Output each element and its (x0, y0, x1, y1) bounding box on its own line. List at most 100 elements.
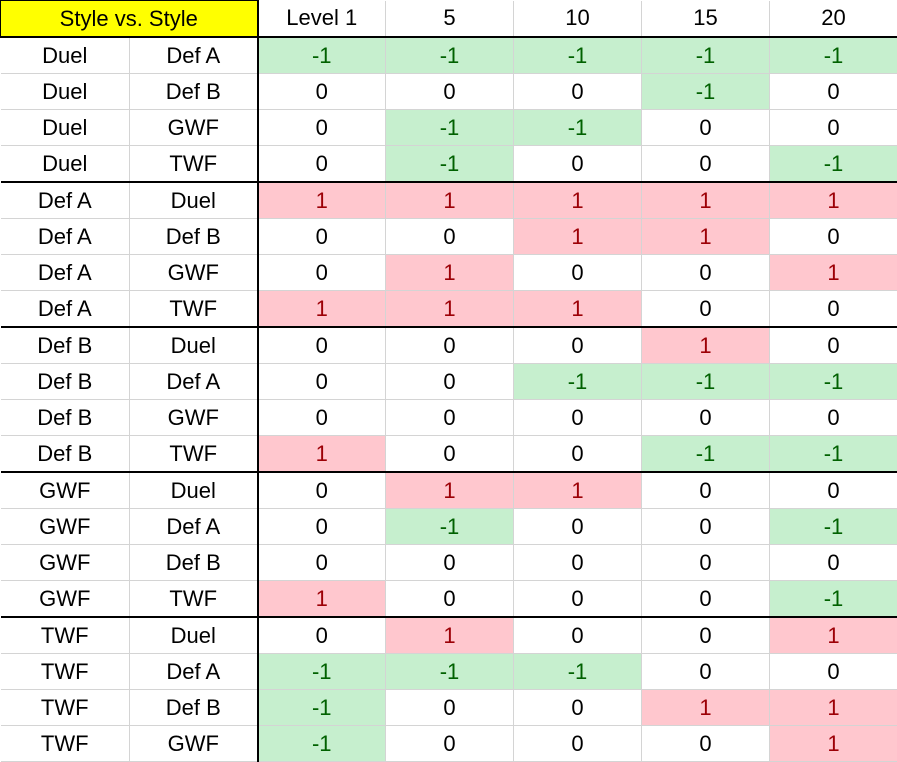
result-cell[interactable]: 0 (514, 617, 642, 654)
opponent-style-cell[interactable]: Def B (130, 545, 258, 581)
opponent-style-cell[interactable]: TWF (130, 436, 258, 473)
result-cell[interactable]: 0 (386, 327, 514, 364)
result-cell[interactable]: 0 (386, 436, 514, 473)
result-cell[interactable]: -1 (642, 74, 770, 110)
result-cell[interactable]: 1 (514, 219, 642, 255)
result-cell[interactable]: 1 (258, 182, 386, 219)
level-header-10[interactable]: 10 (514, 1, 642, 38)
result-cell[interactable]: 1 (770, 255, 897, 291)
result-cell[interactable]: 0 (514, 255, 642, 291)
result-cell[interactable]: 1 (642, 690, 770, 726)
result-cell[interactable]: 1 (258, 436, 386, 473)
attacker-style-cell[interactable]: Def B (1, 400, 130, 436)
attacker-style-cell[interactable]: Def A (1, 255, 130, 291)
opponent-style-cell[interactable]: Def B (130, 74, 258, 110)
attacker-style-cell[interactable]: Def B (1, 436, 130, 473)
result-cell[interactable]: -1 (258, 37, 386, 74)
result-cell[interactable]: -1 (642, 364, 770, 400)
result-cell[interactable]: -1 (386, 509, 514, 545)
result-cell[interactable]: 0 (258, 146, 386, 183)
result-cell[interactable]: 0 (258, 255, 386, 291)
attacker-style-cell[interactable]: GWF (1, 509, 130, 545)
result-cell[interactable]: 0 (642, 291, 770, 328)
result-cell[interactable]: -1 (514, 654, 642, 690)
opponent-style-cell[interactable]: GWF (130, 255, 258, 291)
attacker-style-cell[interactable]: Duel (1, 110, 130, 146)
opponent-style-cell[interactable]: Def A (130, 364, 258, 400)
result-cell[interactable]: 0 (642, 472, 770, 509)
opponent-style-cell[interactable]: GWF (130, 110, 258, 146)
result-cell[interactable]: 0 (770, 219, 897, 255)
result-cell[interactable]: 0 (514, 74, 642, 110)
result-cell[interactable]: 0 (514, 400, 642, 436)
opponent-style-cell[interactable]: Duel (130, 617, 258, 654)
result-cell[interactable]: 0 (514, 690, 642, 726)
opponent-style-cell[interactable]: Def B (130, 690, 258, 726)
result-cell[interactable]: 0 (642, 545, 770, 581)
result-cell[interactable]: -1 (258, 690, 386, 726)
result-cell[interactable]: -1 (514, 110, 642, 146)
result-cell[interactable]: 0 (770, 654, 897, 690)
result-cell[interactable]: -1 (770, 37, 897, 74)
result-cell[interactable]: 1 (514, 182, 642, 219)
result-cell[interactable]: -1 (514, 37, 642, 74)
result-cell[interactable]: 0 (386, 364, 514, 400)
result-cell[interactable]: 0 (770, 400, 897, 436)
result-cell[interactable]: -1 (770, 581, 897, 618)
opponent-style-cell[interactable]: TWF (130, 581, 258, 618)
attacker-style-cell[interactable]: Def A (1, 219, 130, 255)
result-cell[interactable]: -1 (770, 364, 897, 400)
result-cell[interactable]: 0 (258, 400, 386, 436)
result-cell[interactable]: -1 (770, 146, 897, 183)
result-cell[interactable]: 1 (258, 581, 386, 618)
result-cell[interactable]: 1 (770, 617, 897, 654)
result-cell[interactable]: 0 (386, 581, 514, 618)
result-cell[interactable]: 0 (514, 509, 642, 545)
result-cell[interactable]: -1 (770, 436, 897, 473)
result-cell[interactable]: 0 (642, 654, 770, 690)
result-cell[interactable]: -1 (642, 37, 770, 74)
result-cell[interactable]: 0 (770, 472, 897, 509)
level-header-1[interactable]: Level 1 (258, 1, 386, 38)
opponent-style-cell[interactable]: TWF (130, 291, 258, 328)
result-cell[interactable]: 1 (386, 291, 514, 328)
result-cell[interactable]: 0 (770, 110, 897, 146)
result-cell[interactable]: 1 (642, 327, 770, 364)
attacker-style-cell[interactable]: Duel (1, 37, 130, 74)
opponent-style-cell[interactable]: TWF (130, 146, 258, 183)
result-cell[interactable]: -1 (258, 726, 386, 762)
attacker-style-cell[interactable]: Def B (1, 364, 130, 400)
result-cell[interactable]: 0 (386, 726, 514, 762)
opponent-style-cell[interactable]: Def B (130, 219, 258, 255)
result-cell[interactable]: 1 (258, 291, 386, 328)
opponent-style-cell[interactable]: Def A (130, 654, 258, 690)
result-cell[interactable]: 0 (258, 327, 386, 364)
opponent-style-cell[interactable]: GWF (130, 726, 258, 762)
result-cell[interactable]: 1 (770, 182, 897, 219)
result-cell[interactable]: -1 (642, 436, 770, 473)
result-cell[interactable]: 1 (770, 690, 897, 726)
attacker-style-cell[interactable]: TWF (1, 654, 130, 690)
result-cell[interactable]: 0 (642, 110, 770, 146)
result-cell[interactable]: 0 (258, 509, 386, 545)
result-cell[interactable]: 0 (642, 255, 770, 291)
table-title[interactable]: Style vs. Style (1, 1, 258, 38)
result-cell[interactable]: -1 (514, 364, 642, 400)
result-cell[interactable]: 1 (386, 617, 514, 654)
result-cell[interactable]: 0 (258, 617, 386, 654)
result-cell[interactable]: 0 (258, 472, 386, 509)
attacker-style-cell[interactable]: GWF (1, 581, 130, 618)
result-cell[interactable]: 1 (386, 472, 514, 509)
result-cell[interactable]: 0 (258, 219, 386, 255)
result-cell[interactable]: 0 (386, 219, 514, 255)
result-cell[interactable]: 0 (514, 726, 642, 762)
result-cell[interactable]: 1 (642, 219, 770, 255)
result-cell[interactable]: -1 (386, 654, 514, 690)
result-cell[interactable]: -1 (258, 654, 386, 690)
result-cell[interactable]: 0 (514, 545, 642, 581)
attacker-style-cell[interactable]: Def A (1, 291, 130, 328)
result-cell[interactable]: -1 (770, 509, 897, 545)
result-cell[interactable]: 0 (770, 327, 897, 364)
result-cell[interactable]: 0 (642, 617, 770, 654)
result-cell[interactable]: 1 (514, 291, 642, 328)
